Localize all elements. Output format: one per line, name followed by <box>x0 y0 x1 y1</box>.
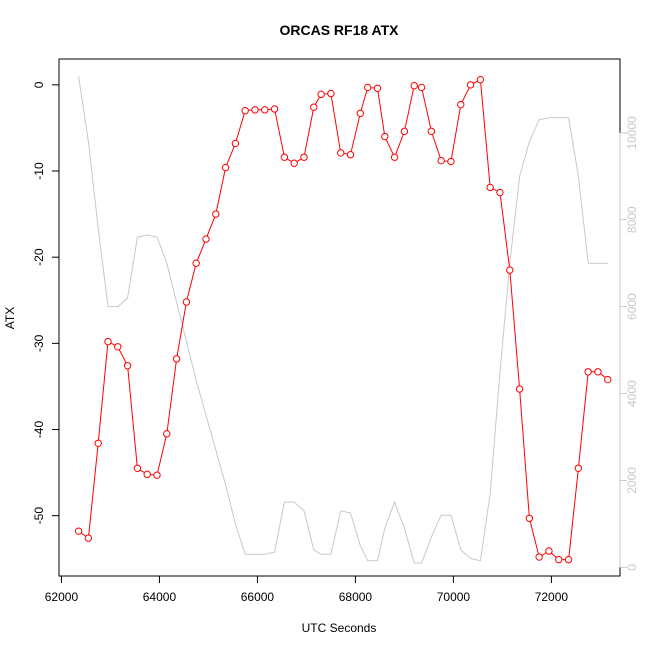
data-point <box>172 355 181 363</box>
data-point <box>221 163 230 172</box>
data-point <box>310 103 318 111</box>
y2-tick-label: 8000 <box>625 206 639 233</box>
data-point <box>486 183 494 192</box>
data-point <box>212 210 220 218</box>
x-axis-label: UTC Seconds <box>302 621 377 635</box>
y2-axis: 0 2000 4000 6000 8000 10000 <box>619 116 639 571</box>
x-tick-label: 70000 <box>437 590 471 604</box>
data-point <box>231 139 240 148</box>
chart-title: ORCAS RF18 ATX <box>279 22 399 38</box>
data-point <box>410 82 418 90</box>
data-point <box>280 153 289 161</box>
data-point <box>515 385 524 393</box>
data-point <box>300 153 308 161</box>
x-tick-label: 62000 <box>45 590 79 604</box>
data-point <box>604 375 612 384</box>
y-axis-label: ATX <box>3 307 17 329</box>
data-point <box>317 90 325 99</box>
y-tick-label: 0 <box>32 81 46 88</box>
x-tick-label: 68000 <box>339 590 373 604</box>
data-point <box>574 464 583 472</box>
data-point <box>584 368 592 376</box>
data-point <box>290 159 298 167</box>
plot-frame <box>58 58 621 577</box>
y2-tick-label: 4000 <box>625 380 639 407</box>
data-point <box>261 106 269 114</box>
x-tick-label: 72000 <box>535 590 569 604</box>
data-point <box>104 337 112 346</box>
y-tick-label: -20 <box>32 248 46 266</box>
y2-tick-label: 6000 <box>625 293 639 320</box>
y2-tick-label: 10000 <box>625 116 639 150</box>
data-point <box>373 84 382 92</box>
data-point <box>251 106 259 114</box>
data-point <box>390 153 399 161</box>
data-point <box>564 555 573 564</box>
data-point <box>535 553 543 561</box>
x-axis: 62000 64000 66000 68000 70000 72000 <box>45 575 569 604</box>
data-point <box>346 150 355 159</box>
data-point <box>457 100 465 109</box>
data-point <box>427 127 436 136</box>
data-point <box>506 266 514 274</box>
data-point <box>270 105 279 113</box>
data-point <box>400 127 409 136</box>
data-point <box>163 430 171 438</box>
data-point <box>447 157 455 166</box>
y-tick-label: -50 <box>32 507 46 525</box>
data-point <box>153 471 161 479</box>
y-tick-label: -40 <box>32 421 46 439</box>
data-point <box>114 343 122 351</box>
data-point <box>437 156 445 165</box>
data-point <box>94 439 102 448</box>
data-point <box>466 81 475 89</box>
y-tick-label: -30 <box>32 334 46 352</box>
data-point <box>545 547 553 555</box>
data-point <box>133 464 142 472</box>
series-line-right <box>78 76 608 564</box>
data-point <box>192 259 200 267</box>
data-point <box>337 149 345 157</box>
data-point <box>417 83 426 92</box>
y-axis: 0 -10 -20 -30 -40 -50 <box>32 81 60 525</box>
x-tick-label: 66000 <box>241 590 275 604</box>
data-point <box>202 235 210 243</box>
x-tick-label: 64000 <box>143 590 177 604</box>
series-line-left <box>78 78 609 561</box>
data-point <box>356 109 365 117</box>
data-point <box>525 514 534 522</box>
data-point <box>381 132 389 141</box>
data-point <box>594 368 602 376</box>
data-point <box>496 188 504 197</box>
data-point <box>74 527 83 535</box>
data-point <box>327 89 335 98</box>
data-point <box>143 470 151 479</box>
y2-tick-label: 2000 <box>625 467 639 494</box>
data-point <box>241 107 249 115</box>
data-point <box>363 83 372 92</box>
data-point <box>123 362 132 370</box>
data-point <box>182 298 191 306</box>
series-layer <box>74 75 612 564</box>
data-point <box>555 555 563 564</box>
y2-tick-label: 0 <box>625 564 639 571</box>
data-point <box>84 534 93 542</box>
data-point <box>476 75 485 84</box>
y-tick-label: -10 <box>32 162 46 180</box>
